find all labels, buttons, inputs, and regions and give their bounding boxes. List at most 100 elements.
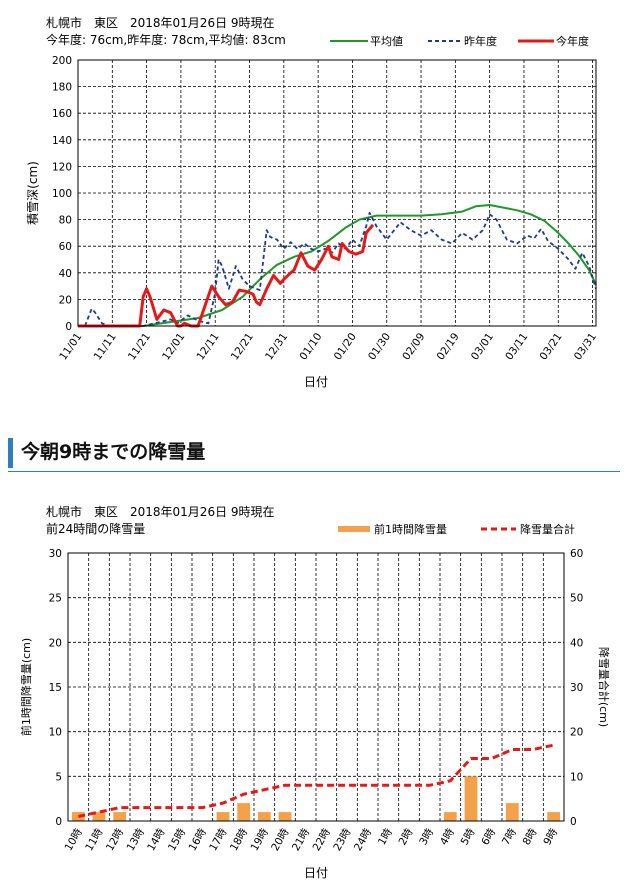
x-tick-label: 23時 (331, 826, 354, 853)
snow-depth-header-line1: 札幌市 東区 2018年01月26日 9時現在 (46, 15, 275, 30)
legend-label-total: 降雪量合計 (520, 522, 575, 536)
y-tick-label: 20 (49, 637, 62, 649)
snowfall-bar (505, 803, 519, 821)
snowfall-x-ticks: 10時11時12時13時14時15時16時17時18時19時20時21時22時2… (63, 826, 561, 853)
legend-label-last-year: 昨年度 (464, 34, 497, 48)
snowfall-bar (257, 812, 271, 821)
snowfall-plot-frame (67, 552, 565, 822)
snow-depth-y-ticks: 0 20 40 60 80 100 120 140 160 180 200 (52, 55, 72, 333)
x-tick-label: 3時 (417, 826, 436, 847)
x-tick-label: 03/11 (503, 331, 530, 363)
x-tick-label: 12時 (104, 826, 127, 853)
x-tick-label: 15時 (166, 826, 189, 853)
snowfall-y-ticks-right: 0 10 20 30 40 50 60 (570, 548, 583, 828)
last-year-line (78, 211, 597, 327)
snow-depth-x-ticks: 11/01 11/11 11/21 12/01 12/11 12/21 12/31 01/10… (57, 331, 599, 363)
snow-depth-legend: 平均値 昨年度 今年度 (330, 34, 589, 48)
snowfall-y-axis-label-right: 降雪量合計(cm) (597, 647, 611, 727)
y-tick-label: 30 (49, 548, 62, 560)
legend-swatch-hourly (338, 526, 370, 532)
y-tick-label: 40 (59, 268, 72, 280)
y-right-tick-label: 50 (570, 593, 583, 605)
x-tick-label: 14時 (145, 826, 168, 853)
x-tick-label: 4時 (438, 826, 457, 847)
y-tick-label: 140 (52, 135, 72, 147)
x-tick-label: 12/31 (263, 331, 290, 363)
y-tick-label: 160 (52, 108, 72, 120)
snowfall-bar (113, 812, 127, 821)
snowfall-bar (92, 812, 106, 821)
x-tick-label: 03/31 (572, 331, 599, 363)
x-tick-label: 19時 (249, 826, 272, 853)
average-line (78, 204, 597, 327)
legend-label-average: 平均値 (370, 35, 403, 48)
y-right-tick-label: 20 (570, 727, 583, 739)
x-tick-label: 11/01 (57, 331, 84, 363)
y-tick-label: 180 (52, 82, 72, 94)
x-tick-label: 5時 (459, 826, 478, 847)
snow-depth-y-axis-label: 積雪深(cm) (25, 161, 40, 225)
this-year-line (78, 223, 375, 328)
x-tick-label: 12/11 (194, 331, 221, 363)
x-tick-label: 16時 (187, 826, 210, 853)
x-tick-label: 2時 (397, 826, 416, 847)
snowfall-bar (278, 812, 292, 821)
y-tick-label: 100 (52, 188, 72, 200)
y-right-tick-label: 10 (570, 771, 583, 783)
snowfall-y-ticks-left: 0 5 10 15 20 25 30 (49, 548, 62, 828)
y-tick-label: 60 (59, 241, 72, 253)
section-divider (8, 471, 620, 472)
snowfall-grid (68, 553, 564, 821)
x-tick-label: 18時 (228, 826, 251, 853)
x-tick-label: 12/21 (229, 331, 256, 363)
snowfall-bar (547, 812, 561, 821)
snow-depth-x-axis-label: 日付 (304, 375, 328, 389)
x-tick-label: 11時 (83, 826, 106, 853)
y-tick-label: 10 (49, 727, 62, 739)
snowfall-bar (464, 776, 478, 821)
y-tick-label: 80 (59, 215, 72, 227)
x-tick-label: 01/20 (332, 331, 359, 363)
x-tick-label: 12/01 (160, 331, 187, 363)
snowfall-legend: 前1時間降雪量 降雪量合計 (338, 522, 575, 536)
y-tick-label: 0 (65, 321, 72, 333)
snowfall-bar (443, 812, 457, 821)
y-right-tick-label: 40 (570, 637, 583, 649)
snow-depth-grid (77, 60, 596, 326)
y-right-tick-label: 0 (570, 816, 577, 828)
snowfall-total-line (77, 743, 555, 818)
x-tick-label: 01/30 (366, 331, 393, 363)
snowfall-bar (71, 812, 85, 821)
x-tick-label: 03/01 (469, 331, 496, 363)
x-tick-label: 1時 (376, 826, 395, 847)
x-tick-label: 20時 (269, 826, 292, 853)
snowfall-header-line2: 前24時間の降雪量 (46, 521, 145, 536)
y-tick-label: 25 (49, 593, 62, 605)
y-right-tick-label: 30 (570, 682, 583, 694)
y-tick-label: 200 (52, 55, 72, 67)
x-tick-label: 02/09 (400, 331, 427, 363)
y-tick-label: 20 (59, 294, 72, 306)
snow-depth-chart: 札幌市 東区 2018年01月26日 9時現在 今年度: 76cm,昨年度: 7… (25, 15, 599, 389)
x-tick-label: 13時 (125, 826, 148, 853)
x-tick-label: 9時 (541, 826, 560, 847)
legend-label-this-year: 今年度 (556, 34, 589, 48)
x-tick-label: 17時 (207, 826, 230, 853)
y-tick-label: 0 (55, 816, 62, 828)
legend-label-hourly: 前1時間降雪量 (374, 522, 447, 536)
snow-depth-series (78, 204, 597, 328)
x-tick-label: 01/10 (297, 331, 324, 363)
x-tick-label: 22時 (311, 826, 334, 853)
x-tick-label: 11/11 (92, 331, 119, 363)
y-tick-label: 15 (49, 682, 62, 694)
x-tick-label: 03/21 (538, 331, 565, 363)
snowfall-bar (237, 803, 251, 821)
section-heading: 今朝9時までの降雪量 (8, 438, 618, 468)
x-tick-label: 02/19 (435, 331, 462, 363)
section-heading-text: 今朝9時までの降雪量 (21, 441, 206, 463)
x-tick-label: 10時 (63, 826, 86, 853)
x-tick-label: 7時 (500, 826, 519, 847)
snowfall-x-axis-label: 日付 (304, 866, 328, 880)
total-snowfall-line (77, 743, 555, 818)
snowfall-bar (216, 812, 230, 821)
